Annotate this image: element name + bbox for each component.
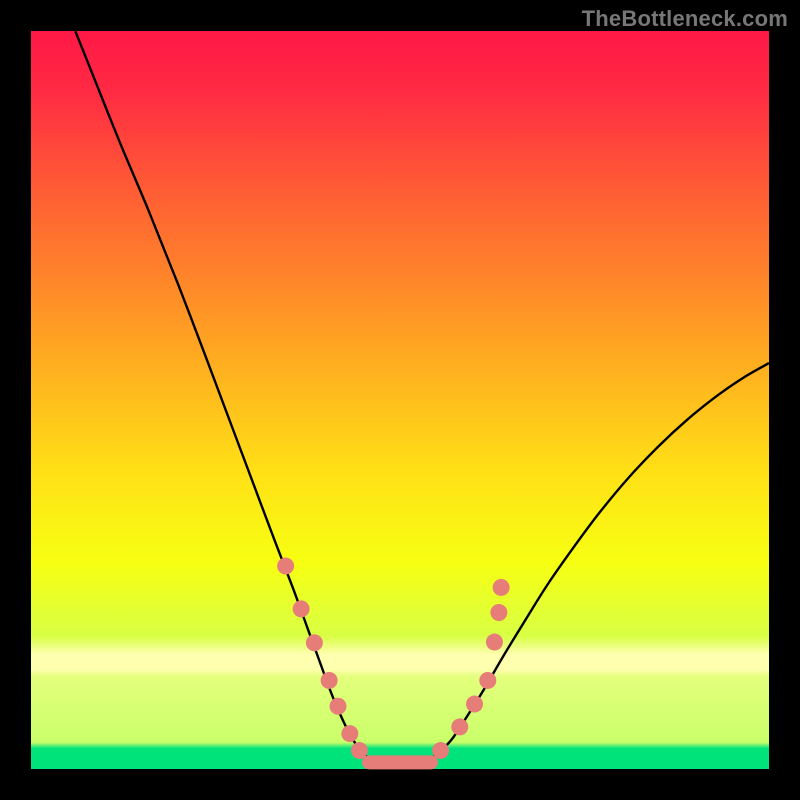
data-marker	[486, 634, 503, 651]
data-marker	[493, 579, 510, 596]
data-marker	[293, 600, 310, 617]
data-marker	[306, 634, 323, 651]
chart-background	[31, 31, 769, 769]
data-marker	[341, 725, 358, 742]
data-marker	[479, 672, 496, 689]
data-marker	[330, 698, 347, 715]
data-marker	[451, 718, 468, 735]
data-marker	[466, 696, 483, 713]
optimal-range-bar	[362, 755, 438, 769]
data-marker	[321, 672, 338, 689]
data-marker	[277, 558, 294, 575]
data-marker	[490, 604, 507, 621]
bottleneck-chart	[0, 0, 800, 800]
watermark-text: TheBottleneck.com	[582, 6, 788, 32]
chart-container: { "meta": { "watermark": "TheBottleneck.…	[0, 0, 800, 800]
